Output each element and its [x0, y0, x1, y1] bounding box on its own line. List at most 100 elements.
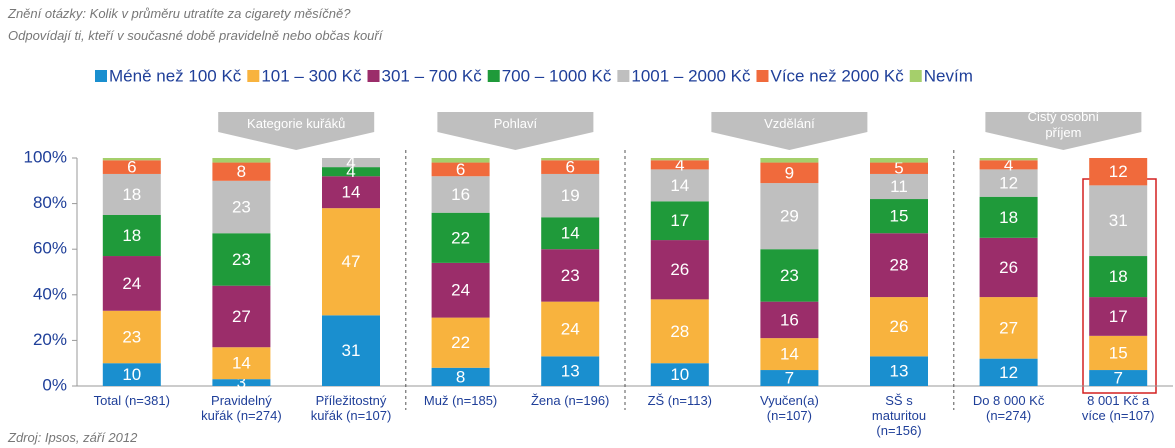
legend-label: 301 – 700 Kč [382, 66, 483, 85]
data-label: 14 [670, 176, 689, 195]
legend-label: 1001 – 2000 Kč [631, 66, 751, 85]
bar-segment [431, 212, 490, 263]
legend-label: Méně než 100 Kč [109, 66, 242, 85]
bar-segment [431, 158, 490, 163]
bar-segment [870, 199, 928, 234]
data-label: 18 [1109, 267, 1128, 286]
bar-segment [979, 158, 1038, 161]
bar-segment [650, 363, 709, 386]
data-label: 10 [122, 365, 141, 384]
data-label: 4 [675, 155, 684, 174]
bar-segment [541, 173, 600, 218]
bar-segment [870, 162, 928, 174]
bar-segment [1089, 335, 1148, 371]
bar-segment [650, 299, 709, 364]
bar-segment [212, 158, 271, 163]
bar-segment [870, 297, 928, 357]
bar-segment [1089, 158, 1148, 186]
bar-segment [979, 358, 1038, 386]
data-label: 7 [1113, 369, 1122, 388]
bar-segment [212, 162, 271, 181]
y-tick-label: 0% [42, 375, 67, 394]
bar-segment [870, 356, 928, 386]
x-tick-label: Pravidelný kuřák (n=274) [201, 393, 282, 423]
data-label: 23 [232, 250, 251, 269]
bar-segment [760, 338, 819, 371]
data-label: 3 [237, 373, 246, 392]
data-label: 15 [890, 207, 909, 226]
bar-segment [1089, 256, 1148, 298]
group-label: Pohlaví [493, 116, 538, 131]
data-label: 47 [342, 252, 361, 271]
bar-segment [979, 196, 1038, 238]
bar-segment [431, 176, 490, 213]
x-tick-label: Vyučen(a) (n=107) [760, 393, 819, 423]
bar-segment [102, 256, 161, 311]
data-label: 11 [890, 177, 908, 196]
bar-segment [322, 158, 380, 168]
legend-label: Více než 2000 Kč [770, 66, 904, 85]
y-tick-label: 100% [24, 147, 67, 166]
data-label: 4 [1004, 155, 1013, 174]
data-label: 13 [890, 362, 909, 381]
data-label: 17 [1109, 307, 1128, 326]
group-callout [985, 112, 1142, 150]
bar-segment [650, 169, 709, 202]
group-callout [437, 112, 594, 150]
bar-segment [431, 317, 490, 368]
x-tick-label: SŠ s maturitou (n=156) [871, 393, 927, 438]
group-callout [218, 112, 375, 150]
data-label: 22 [451, 333, 470, 352]
data-label: 26 [890, 317, 909, 336]
data-label: 28 [890, 256, 909, 275]
data-label: 27 [232, 307, 251, 326]
legend-swatch [367, 70, 380, 82]
bar-segment [541, 158, 600, 161]
data-label: 8 [456, 367, 465, 386]
data-label: 14 [561, 224, 580, 243]
data-label: 28 [670, 322, 689, 341]
data-label: 16 [451, 185, 470, 204]
data-label: 5 [894, 159, 903, 178]
x-tick-label: Do 8 000 Kč (n=274) [972, 393, 1045, 423]
bar-segment [870, 158, 928, 163]
x-tick-label: ZŠ (n=113) [647, 393, 713, 408]
bar-segment [1089, 370, 1148, 386]
data-label: 24 [451, 281, 470, 300]
bar-segment [212, 379, 271, 386]
data-label: 23 [780, 266, 799, 285]
y-tick-label: 40% [33, 284, 67, 303]
bar-segment [541, 160, 600, 174]
group-label: Čistý osobní příjem [1027, 109, 1100, 140]
x-tick-label: 8 001 Kč a více (n=107) [1081, 393, 1155, 423]
bar-segment [212, 180, 271, 234]
bar-segment [212, 233, 271, 286]
bar-segment [650, 158, 709, 161]
bar-segment [541, 217, 600, 250]
bar-segment [1089, 185, 1148, 257]
data-label: 13 [561, 362, 580, 381]
data-label: 19 [561, 186, 580, 205]
data-label: 24 [122, 274, 141, 293]
bar-segment [760, 162, 819, 184]
legend-swatch [617, 70, 630, 82]
bar-segment [650, 240, 709, 300]
x-tick-label: Příležitostný kuřák (n=107) [310, 393, 392, 423]
data-label: 8 [237, 162, 246, 181]
data-label: 12 [999, 363, 1018, 382]
legend-swatch [909, 70, 922, 82]
data-label: 17 [670, 211, 689, 230]
legend-label: 700 – 1000 Kč [502, 66, 612, 85]
bar-segment [870, 173, 928, 200]
bar-segment [102, 215, 161, 257]
x-tick-label: Muž (n=185) [423, 393, 498, 408]
data-label: 9 [785, 163, 794, 182]
data-label: 6 [565, 158, 574, 177]
bar-segment [322, 208, 380, 316]
bar-segment [102, 158, 161, 161]
legend-swatch [487, 70, 500, 82]
data-label: 14 [232, 354, 251, 373]
data-label: 31 [1109, 211, 1128, 230]
bar-segment [541, 249, 600, 302]
